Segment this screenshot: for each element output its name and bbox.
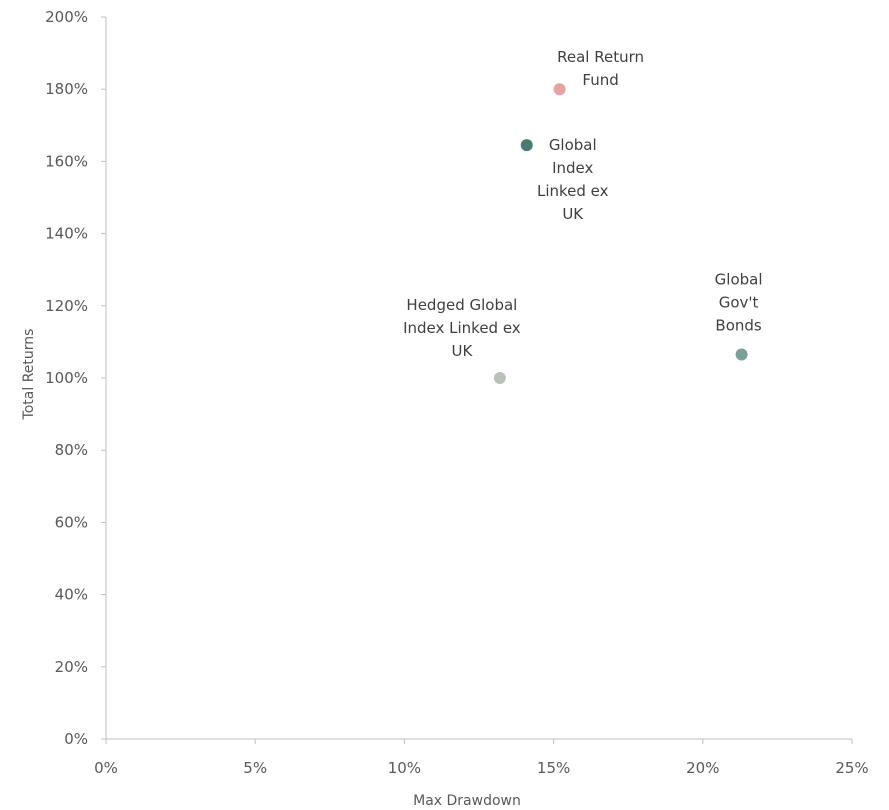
data-points [493,83,748,384]
axes [105,17,852,740]
y-tick-label: 180% [45,80,88,98]
y-tick-label: 80% [55,441,88,459]
x-tick-label: 15% [537,759,570,777]
scatter-point [735,348,748,361]
x-axis-ticks: 0% 5% 10% 15% 20% 25% [94,739,869,777]
data-label-line: Index Linked ex [403,319,521,337]
data-label-line: Fund [582,71,618,89]
data-label-line: UK [562,205,584,223]
data-label-line: UK [451,342,473,360]
y-tick-label: 60% [55,513,88,531]
data-label: Real Return Fund [557,48,644,89]
data-label-line: Real Return [557,48,644,66]
x-tick-label: 20% [686,759,719,777]
x-tick-label: 5% [243,759,267,777]
data-label-line: Bonds [715,317,761,335]
scatter-point [553,83,566,96]
y-tick-label: 200% [45,8,88,26]
scatter-point [493,372,506,384]
data-label: Global Gov't Bonds [715,271,763,335]
data-label-line: Hedged Global [406,296,517,314]
y-tick-label: 120% [45,297,88,315]
x-axis-title: Max Drawdown [413,793,521,809]
data-label-line: Global [715,271,763,289]
y-tick-label: 0% [64,730,88,748]
y-tick-label: 100% [45,369,88,387]
y-tick-label: 140% [45,225,88,243]
y-tick-label: 40% [55,586,88,604]
data-label-line: Gov't [719,294,759,312]
y-tick-label: 20% [55,658,88,676]
y-axis-ticks: 0% 20% 40% 60% 80% 100% 120% 140% 160% 180% 200% [45,8,106,748]
data-label-line: Linked ex [537,182,609,200]
y-tick-label: 160% [45,152,88,170]
data-label: Hedged Global Index Linked ex UK [403,296,521,360]
x-tick-label: 0% [94,759,118,777]
x-tick-label: 10% [388,759,421,777]
data-label: Global Index Linked ex UK [537,136,609,223]
y-axis-title: Total Returns [21,329,37,421]
data-label-line: Global [549,136,597,154]
data-label-line: Index [552,159,593,177]
scatter-point [520,139,533,152]
x-tick-label: 25% [835,759,868,777]
